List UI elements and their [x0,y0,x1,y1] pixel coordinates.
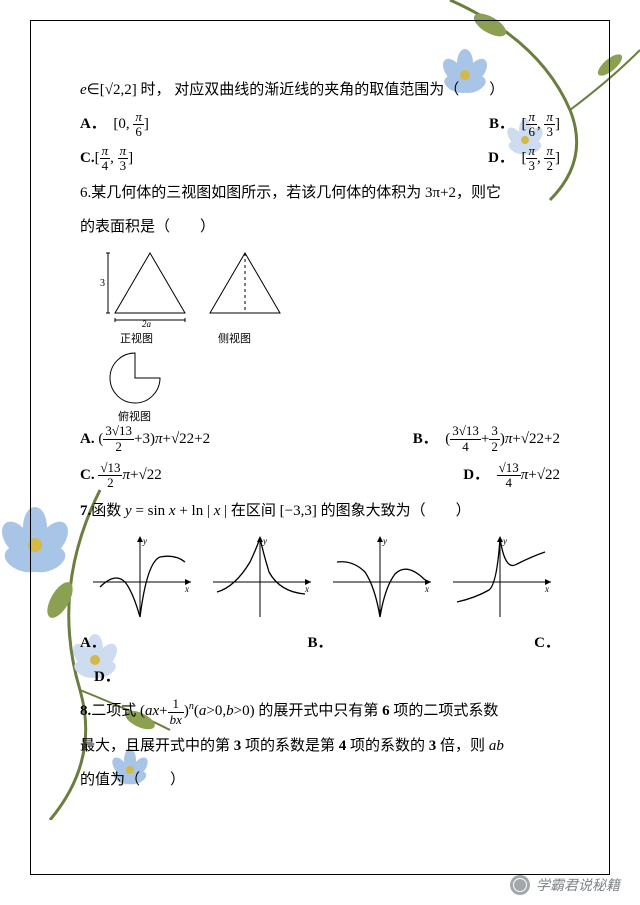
q5-opt-a: A． [0, π6] [80,109,149,139]
q6-side-view [205,248,285,328]
watermark-text: 学霸君说秘籍 [536,875,620,895]
q6-top-view [105,348,165,408]
q6-front-view: 3 2a [100,248,195,328]
q7-opt-d: D． [94,669,120,685]
q8-stem-2: 最大，且展开式中的第 3 项的系数是第 4 项的系数的 3 倍，则 ab [80,731,560,761]
svg-text:x: x [424,584,429,594]
q7-opt-c: C． [534,628,560,658]
svg-text:2a: 2a [142,319,152,328]
watermark: 学霸君说秘籍 [510,875,620,895]
q6-stem-1: 6.某几何体的三视图如图所示，若该几何体的体积为 3π+2，则它 [80,178,560,208]
q6-opt-a: A. (3√132+3)π+√22+2 [80,424,210,454]
q7-graph-a: x y [85,532,195,622]
q7-opt-b: B． [307,628,332,658]
q7-stem: 7.函数 y = sin x + ln | x | 在区间 [−3,3] 的图象… [80,496,560,526]
q5-stem: e∈[√2,2] 时， 对应双曲线的渐近线的夹角的取值范围为（ ） [80,75,560,105]
svg-text:y: y [502,536,507,546]
q7-graph-b: x y [205,532,315,622]
page-content: e∈[√2,2] 时， 对应双曲线的渐近线的夹角的取值范围为（ ） A． [0,… [80,75,560,799]
svg-text:x: x [304,584,309,594]
wechat-icon [510,875,530,895]
q5-opt-b: B． [π6, π3] [489,109,560,139]
q6-front-label: 正视图 [120,328,153,350]
svg-text:y: y [142,536,147,546]
q6-opt-d: D． √134π+√22 [463,460,560,490]
q6-opt-c: C. √132π+√22 [80,460,162,490]
q7-graph-c: x y [325,532,435,622]
svg-text:y: y [382,536,387,546]
q6-side-label: 侧视图 [218,328,251,350]
q5-opt-c: C.[π4, π3] [80,143,133,173]
q6-top-label: 俯视图 [118,406,151,428]
q8-stem-3: 的值为（ ） [80,765,560,795]
q6-three-views: 3 2a 正视图 侧视图 俯视图 [90,248,560,418]
q5-opt-d: D． [π3, π2] [488,143,560,173]
svg-text:y: y [262,536,267,546]
q6-stem-2: 的表面积是（ ） [80,212,560,242]
q8-stem-1: 8.二项式 (ax+1bx)n(a>0,b>0) 的展开式中只有第 6 项的二项… [80,696,560,726]
q6-opt-b: B． (3√134+32)π+√22+2 [413,424,560,454]
q7-graph-d: x y [445,532,555,622]
q7-graph-row: x y x y x y [80,532,560,622]
svg-text:x: x [184,584,189,594]
svg-text:3: 3 [100,278,105,289]
q7-opt-a: A． [80,628,106,658]
svg-text:x: x [544,584,549,594]
